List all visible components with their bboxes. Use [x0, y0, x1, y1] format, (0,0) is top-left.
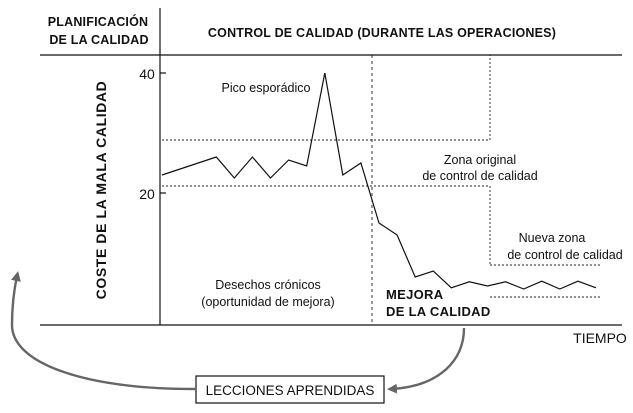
series-line-cost [161, 72, 597, 290]
y-axis-label: COSTE DE LA MALA CALIDAD [93, 81, 109, 300]
original-zone-upper-limit [162, 55, 491, 141]
original-zone-lower-limit [162, 185, 491, 265]
header-planning-line2: DE LA CALIDAD [49, 33, 148, 47]
annotation-chronic-waste-line2: (oportunidad de mejora) [201, 295, 334, 309]
lessons-learned-label: LECCIONES APRENDIDAS [206, 383, 375, 398]
annotation-new-zone-line2: de control de calidad [507, 248, 622, 262]
x-axis-label: TIEMPO [573, 330, 627, 346]
y-tick-label-20: 20 [139, 186, 155, 202]
y-tick-label-40: 40 [139, 66, 155, 82]
arrow-to-planning [10, 271, 197, 391]
annotation-improvement-line2: DE LA CALIDAD [386, 304, 491, 319]
annotation-original-zone-line1: Zona original [444, 153, 516, 167]
header-planning-line1: PLANIFICACIÓN [48, 14, 149, 29]
annotation-improvement-line1: MEJORA [386, 287, 444, 302]
annotation-original-zone-line2: de control de calidad [422, 169, 537, 183]
annotation-chronic-waste-line1: Desechos crónicos [215, 278, 321, 292]
annotation-new-zone-line1: Nueva zona [519, 231, 586, 245]
header-control: CONTROL DE CALIDAD (DURANTE LAS OPERACIO… [208, 26, 556, 40]
arrow-to-lessons [387, 327, 466, 394]
annotation-sporadic-peak: Pico esporádico [222, 81, 311, 95]
